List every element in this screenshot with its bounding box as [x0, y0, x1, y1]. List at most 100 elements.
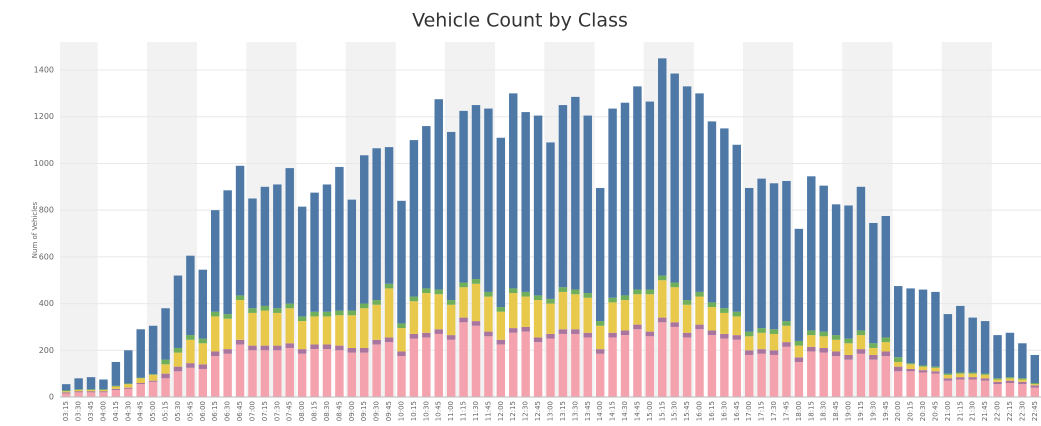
bar-segment [869, 347, 878, 355]
bar-segment [310, 311, 319, 317]
bar-segment [869, 223, 878, 344]
bar-segment [1018, 379, 1027, 382]
bar-segment [422, 288, 431, 294]
bar-segment [124, 388, 133, 397]
bar-segment [720, 338, 729, 397]
bar-segment [931, 371, 940, 374]
bar-segment [980, 373, 990, 375]
bar-segment [1005, 382, 1015, 397]
bar-segment [695, 93, 704, 292]
bar-segment [558, 291, 568, 330]
bar-segment [707, 302, 717, 308]
bar-segment [571, 289, 580, 295]
bar-segment [720, 333, 729, 339]
bar-segment [384, 342, 394, 397]
bar-segment [61, 391, 71, 393]
bar-segment [819, 331, 828, 337]
bar-segment [422, 126, 431, 289]
x-tick-label: 11:45 [484, 401, 492, 421]
x-tick-label: 14:00 [596, 401, 604, 421]
bar-segment [459, 282, 468, 288]
x-tick-label: 10:00 [397, 401, 405, 421]
bar-segment [558, 333, 568, 397]
bar-segment [831, 351, 841, 357]
bar-segment [459, 317, 468, 323]
bar-segment [360, 155, 369, 304]
bar-segment [136, 378, 145, 383]
bar-segment [769, 333, 779, 351]
bar-segment [1030, 385, 1040, 388]
bar-segment [881, 337, 891, 343]
bar-segment [732, 335, 741, 340]
bar-segment [223, 314, 232, 319]
x-tick-label: 20:30 [919, 401, 927, 421]
x-tick-label: 05:15 [162, 401, 170, 421]
bar-segment [645, 336, 655, 397]
bar-segment [484, 296, 493, 332]
bar-segment [807, 330, 816, 336]
bar-segment [893, 361, 903, 367]
bar-segment [856, 349, 866, 354]
hour-band [84, 42, 98, 397]
bar-segment [744, 187, 754, 332]
bar-segment [819, 185, 828, 332]
bar-segment [496, 339, 506, 345]
bar-segment [397, 323, 406, 329]
y-tick-label: 1400 [34, 66, 54, 75]
bar-segment [744, 350, 754, 355]
bar-segment [769, 350, 779, 355]
bar-segment [111, 388, 121, 390]
x-tick-label: 03:30 [75, 401, 83, 421]
bar-segment [459, 110, 468, 283]
bar-segment [595, 325, 605, 350]
x-tick-label: 11:30 [472, 401, 480, 421]
x-tick-label: 13:00 [547, 401, 555, 421]
bar-segment [931, 291, 940, 367]
bar-segment [148, 381, 158, 397]
bar-segment [645, 294, 655, 332]
bar-segment [347, 199, 357, 311]
bar-segment [86, 377, 96, 390]
bar-segment [732, 316, 741, 336]
bar-segment [682, 86, 692, 301]
bar-segment [409, 333, 419, 339]
bar-segment [782, 180, 791, 322]
bar-segment [297, 316, 307, 322]
bar-segment [993, 379, 1002, 382]
bar-segment [210, 351, 220, 357]
x-tick-label: 14:15 [609, 401, 617, 421]
y-tick-label: 600 [39, 252, 54, 261]
bar-segment [136, 384, 145, 397]
bar-segment [533, 295, 543, 301]
bar-segment [645, 289, 655, 295]
bar-segment [744, 354, 754, 397]
x-tick-label: 12:00 [497, 401, 505, 421]
bar-segment [633, 324, 642, 330]
bar-segment [285, 303, 294, 309]
x-tick-label: 12:45 [534, 401, 542, 421]
bar-segment [918, 372, 928, 397]
hour-band [978, 42, 992, 397]
bar-segment [583, 297, 592, 333]
bar-segment [86, 389, 96, 390]
x-tick-label: 22:30 [1018, 401, 1026, 421]
bar-segment [173, 366, 183, 372]
bar-segment [906, 364, 915, 369]
bar-segment [682, 332, 692, 338]
bar-segment [906, 288, 915, 364]
bar-segment [434, 289, 443, 295]
bar-segment [782, 321, 791, 326]
bar-segment [707, 330, 717, 336]
bar-segment [1030, 382, 1040, 385]
bar-segment [546, 142, 555, 299]
y-tick-label: 1000 [34, 159, 54, 168]
bar-segment [310, 192, 319, 312]
bar-segment [446, 300, 456, 305]
bar-segment [1030, 384, 1040, 386]
bar-segment [496, 137, 506, 308]
bar-segment [993, 378, 1002, 380]
bar-segment [956, 305, 965, 373]
x-tick-label: 18:00 [795, 401, 803, 421]
x-tick-label: 19:00 [845, 401, 853, 421]
bar-segment [831, 335, 841, 340]
